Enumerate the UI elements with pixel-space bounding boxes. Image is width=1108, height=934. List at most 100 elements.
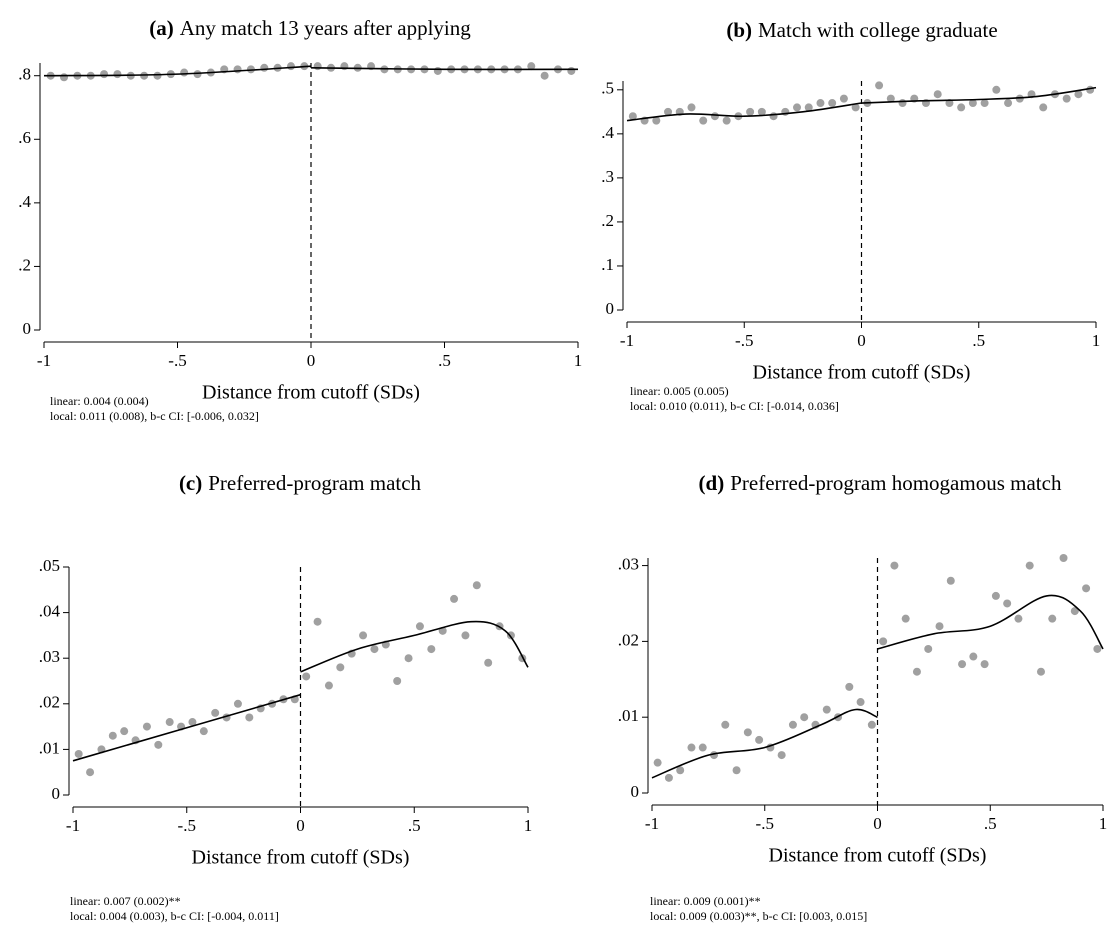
data-point [800,713,809,722]
data-point [676,766,685,775]
fit-line [72,693,301,762]
y-tick-label: .04 [39,602,61,621]
data-point [165,718,174,727]
x-axis-label: Distance from cutoff (SDs) [769,845,987,867]
x-tick-label: -1 [66,816,80,835]
data-point [804,103,813,112]
data-point [991,591,1000,600]
data-point [886,94,895,103]
x-tick-label: -.5 [756,814,774,833]
data-point [567,66,576,75]
panel-label: (b) [726,18,752,42]
data-point [324,681,333,690]
data-point [822,705,831,714]
data-point [769,112,778,121]
data-point [313,62,322,71]
x-tick-label: 0 [296,816,305,835]
data-point [816,99,825,108]
data-point [664,107,673,116]
data-point [286,62,295,71]
data-point [1014,614,1023,623]
data-point [260,63,269,72]
x-tick-label: .5 [408,816,421,835]
y-tick-label: .4 [601,123,614,142]
data-point [732,766,741,775]
data-point [393,677,402,685]
data-point [946,576,955,585]
data-point [472,581,481,590]
fit-line [310,66,579,71]
data-point [1082,584,1091,593]
data-point [193,70,202,79]
y-tick-label: .1 [601,255,614,274]
x-tick-label: -1 [645,814,659,833]
data-point [935,622,944,631]
y-tick-label: .05 [39,556,60,575]
note: local: 0.010 (0.011), b-c CI: [-0.014, 0… [630,399,839,413]
y-tick-label: .01 [39,738,60,757]
data-point [839,94,848,103]
panel-title: (d) Preferred-program homogamous match [699,471,1062,495]
data-point [302,672,311,681]
data-point [1015,94,1024,103]
y-tick-label: 0 [606,299,615,318]
data-point [687,103,696,112]
y-tick-label: .03 [39,647,60,666]
data-point [746,107,755,116]
data-point [1059,554,1068,562]
data-point [74,749,83,758]
note: local: 0.004 (0.003), b-c CI: [-0.004, 0… [70,909,279,923]
x-tick-label: -.5 [735,331,753,350]
data-point [461,631,470,640]
data-point [336,663,345,672]
data-point [153,71,162,80]
data-point [898,99,907,108]
data-point [890,561,899,570]
data-point [628,112,637,121]
y-tick-label: 0 [52,784,61,803]
y-tick-label: .8 [18,65,31,84]
data-point [527,62,536,71]
x-tick-label: 1 [1099,814,1108,833]
data-point [199,727,208,736]
fit-line [43,65,312,77]
data-point [743,728,752,737]
data-point [1062,94,1071,103]
data-point [901,614,910,623]
data-point [957,103,966,112]
y-tick-label: .3 [601,167,614,186]
x-tick-label: -.5 [168,351,186,370]
data-point [867,720,876,729]
y-tick-label: .5 [601,79,614,98]
data-point [980,660,989,669]
note: linear: 0.004 (0.004) [50,394,149,408]
x-tick-label: 1 [524,816,533,835]
data-point [722,116,731,125]
data-point [879,637,888,646]
note: local: 0.011 (0.008), b-c CI: [-0.006, 0… [50,409,259,423]
data-point [142,722,151,731]
panel-title: (c) Preferred-program match [179,471,422,495]
panel-label: (c) [179,471,202,495]
data-point [980,99,989,108]
fit-line [651,708,878,779]
data-point [788,720,797,729]
data-point [845,682,854,691]
data-point [851,103,860,112]
data-point [1036,667,1045,676]
data-point [755,735,764,744]
data-point [370,645,379,654]
data-point [233,699,242,708]
panel-title-text: Preferred-program match [208,471,421,495]
x-axis-label: Distance from cutoff (SDs) [192,847,410,869]
data-point [687,743,696,752]
data-point [958,660,967,669]
panel: (b) Match with college graduate 0 .1 .2 .3 .4.… [601,18,1100,413]
x-tick-label: 1 [1092,331,1101,350]
data-point [1093,644,1102,653]
y-tick-label: .2 [18,255,31,274]
x-tick-label: 1 [574,351,583,370]
data-point [1004,99,1013,108]
data-point [777,751,786,760]
x-tick-label: 0 [307,351,316,370]
